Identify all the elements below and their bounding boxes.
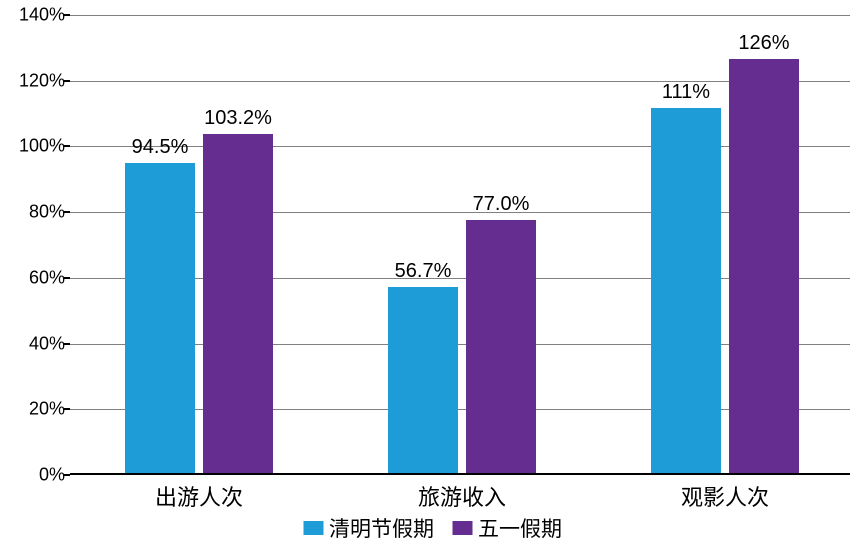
legend: 清明节假期 五一假期	[303, 513, 562, 543]
legend-label: 五一假期	[478, 513, 562, 543]
legend-item: 五一假期	[452, 513, 562, 543]
legend-item: 清明节假期	[303, 513, 434, 543]
bar	[651, 108, 721, 473]
x-category-label: 出游人次	[155, 480, 243, 512]
bar	[729, 59, 799, 473]
y-tick-label: 40%	[5, 333, 65, 354]
bar-value-label: 77.0%	[473, 193, 530, 222]
y-tick-label: 60%	[5, 267, 65, 288]
y-tick-label: 100%	[5, 136, 65, 157]
bar-value-label: 103.2%	[204, 107, 272, 136]
legend-label: 清明节假期	[329, 513, 434, 543]
x-category-label: 旅游收入	[418, 480, 506, 512]
bar-value-label: 56.7%	[395, 260, 452, 289]
y-tick-label: 120%	[5, 70, 65, 91]
bar	[388, 287, 458, 473]
x-category-label: 观影人次	[681, 480, 769, 512]
bar	[203, 134, 273, 473]
bar-value-label: 94.5%	[132, 136, 189, 165]
plot-area: 94.5% 103.2% 56.7% 77.0% 111% 126%	[70, 15, 850, 475]
y-tick-label: 140%	[5, 5, 65, 26]
legend-swatch	[303, 521, 323, 535]
bar-value-label: 111%	[662, 81, 710, 110]
y-tick-label: 80%	[5, 202, 65, 223]
bar	[125, 163, 195, 474]
legend-swatch	[452, 521, 472, 535]
bar-chart: 94.5% 103.2% 56.7% 77.0% 111% 126% 0% 20% 40% 60…	[0, 0, 865, 550]
y-tick-label: 0%	[5, 465, 65, 486]
bar-value-label: 126%	[738, 32, 789, 61]
gridline	[70, 15, 850, 16]
y-tick-label: 20%	[5, 399, 65, 420]
bar	[466, 220, 536, 473]
